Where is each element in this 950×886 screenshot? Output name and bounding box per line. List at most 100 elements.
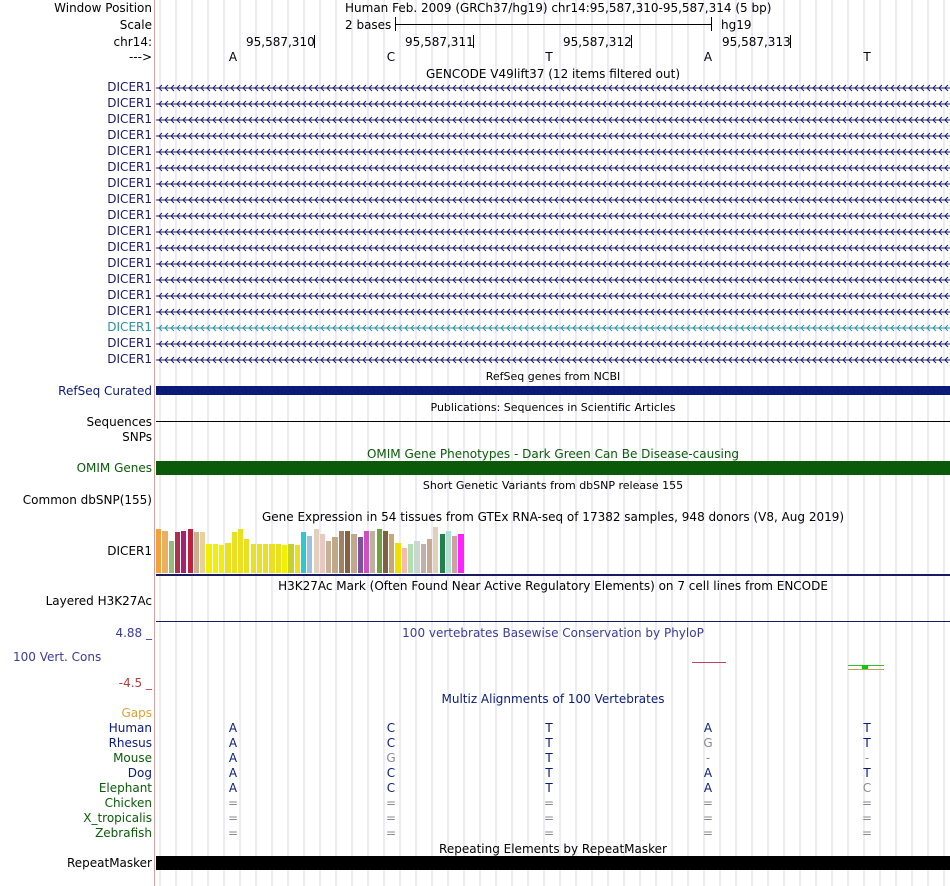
- gencode-item-label[interactable]: DICER1: [107, 224, 152, 238]
- phylop-title[interactable]: 100 vertebrates Basewise Conservation by…: [402, 626, 704, 640]
- gtex-tissue-bar[interactable]: [256, 544, 263, 573]
- gtex-tissue-bar[interactable]: [401, 547, 407, 573]
- gencode-item-label[interactable]: DICER1: [107, 288, 152, 302]
- gencode-transcript[interactable]: [156, 99, 950, 109]
- gencode-transcript[interactable]: [156, 195, 950, 205]
- gtex-tissue-bar[interactable]: [307, 536, 313, 573]
- gencode-item-label[interactable]: DICER1: [107, 144, 152, 158]
- gtex-label[interactable]: DICER1: [107, 544, 152, 558]
- gencode-transcript[interactable]: [156, 259, 950, 269]
- gencode-transcript[interactable]: [156, 115, 950, 125]
- gencode-transcript[interactable]: [156, 243, 950, 253]
- gtex-tissue-bar[interactable]: [370, 530, 376, 573]
- gtex-tissue-bar[interactable]: [174, 531, 181, 573]
- gtex-tissue-bar[interactable]: [426, 538, 433, 573]
- gtex-tissue-bar[interactable]: [225, 543, 231, 573]
- gtex-tissue-bar[interactable]: [319, 533, 326, 573]
- species-label[interactable]: X_tropicalis: [83, 811, 152, 825]
- refseq-feature[interactable]: [156, 386, 950, 395]
- species-label[interactable]: Dog: [127, 766, 152, 780]
- gencode-item-label[interactable]: DICER1: [107, 80, 152, 94]
- gtex-tissue-bar[interactable]: [452, 536, 458, 573]
- gencode-item-label[interactable]: DICER1: [107, 352, 152, 366]
- gtex-tissue-bar[interactable]: [382, 530, 389, 573]
- gencode-transcript[interactable]: [156, 323, 950, 333]
- gtex-tissue-bar[interactable]: [414, 540, 420, 573]
- gtex-tissue-bar[interactable]: [351, 533, 357, 573]
- gencode-transcript[interactable]: [156, 227, 950, 237]
- gtex-tissue-bar[interactable]: [275, 544, 281, 573]
- sequences-label[interactable]: Sequences: [86, 415, 152, 429]
- gtex-tissue-bar[interactable]: [206, 544, 212, 573]
- gencode-item-label[interactable]: DICER1: [107, 208, 152, 222]
- multiz-title[interactable]: Multiz Alignments of 100 Vertebrates: [441, 692, 665, 706]
- gencode-transcript[interactable]: [156, 83, 950, 93]
- gtex-tissue-bar[interactable]: [250, 544, 256, 573]
- refseq-label[interactable]: RefSeq Curated: [58, 384, 152, 398]
- gencode-transcript[interactable]: [156, 307, 950, 317]
- gencode-item-label[interactable]: DICER1: [107, 256, 152, 270]
- gtex-tissue-bar[interactable]: [269, 544, 275, 573]
- gencode-transcript[interactable]: [156, 131, 950, 141]
- gencode-item-label[interactable]: DICER1: [107, 272, 152, 286]
- gtex-tissue-bar[interactable]: [162, 530, 168, 573]
- gencode-transcript[interactable]: [156, 147, 950, 157]
- gtex-tissue-bar[interactable]: [439, 533, 445, 573]
- gencode-item-label[interactable]: DICER1: [107, 304, 152, 318]
- repeatmasker-label[interactable]: RepeatMasker: [66, 856, 152, 870]
- gtex-tissue-bar[interactable]: [288, 544, 294, 573]
- gtex-tissue-bar[interactable]: [408, 544, 414, 573]
- gencode-transcript[interactable]: [156, 275, 950, 285]
- species-label[interactable]: Rhesus: [108, 736, 152, 750]
- gtex-tissue-bar[interactable]: [168, 540, 174, 573]
- gencode-transcript[interactable]: [156, 179, 950, 189]
- gtex-tissue-bar[interactable]: [420, 544, 426, 573]
- gtex-tissue-bar[interactable]: [300, 531, 307, 573]
- gtex-tissue-bar[interactable]: [458, 533, 464, 573]
- snps-label[interactable]: SNPs: [122, 430, 152, 444]
- gaps-label[interactable]: Gaps: [121, 706, 152, 720]
- gtex-tissue-bar[interactable]: [313, 529, 319, 573]
- omim-feature[interactable]: [156, 461, 950, 475]
- gencode-item-label[interactable]: DICER1: [107, 336, 152, 350]
- gencode-item-label[interactable]: DICER1: [107, 320, 152, 334]
- gtex-tissue-bar[interactable]: [363, 530, 370, 573]
- gtex-tissue-bar[interactable]: [357, 537, 363, 573]
- species-label[interactable]: Chicken: [104, 796, 152, 810]
- gtex-tissue-bar[interactable]: [338, 530, 344, 573]
- gtex-tissue-bar[interactable]: [219, 545, 225, 573]
- gtex-tissue-bar[interactable]: [181, 530, 187, 573]
- gencode-item-label[interactable]: DICER1: [107, 96, 152, 110]
- repeatmasker-title[interactable]: Repeating Elements by RepeatMasker: [439, 842, 667, 856]
- species-label[interactable]: Mouse: [113, 751, 152, 765]
- gtex-tissue-bar[interactable]: [263, 544, 269, 573]
- gtex-tissue-bar[interactable]: [200, 531, 206, 573]
- gtex-tissue-bar[interactable]: [187, 529, 193, 573]
- dbsnp-title[interactable]: Short Genetic Variants from dbSNP releas…: [422, 479, 684, 492]
- repeatmasker-feature[interactable]: [156, 856, 950, 870]
- gtex-tissue-bar[interactable]: [445, 530, 452, 573]
- gtex-tissue-bar[interactable]: [395, 543, 401, 573]
- gtex-tissue-bar[interactable]: [433, 527, 439, 573]
- gencode-item-label[interactable]: DICER1: [107, 192, 152, 206]
- gtex-bars[interactable]: [156, 527, 556, 573]
- gtex-tissue-bar[interactable]: [231, 531, 237, 573]
- h3k27ac-label[interactable]: Layered H3K27Ac: [45, 594, 152, 608]
- species-label[interactable]: Zebrafish: [95, 826, 152, 840]
- gtex-tissue-bar[interactable]: [326, 540, 332, 573]
- gencode-item-label[interactable]: DICER1: [107, 176, 152, 190]
- refseq-title[interactable]: RefSeq genes from NCBI: [485, 370, 621, 383]
- gencode-item-label[interactable]: DICER1: [107, 160, 152, 174]
- omim-title[interactable]: OMIM Gene Phenotypes - Dark Green Can Be…: [366, 447, 740, 461]
- omim-label[interactable]: OMIM Genes: [76, 461, 152, 475]
- dbsnp-label[interactable]: Common dbSNP(155): [22, 493, 152, 507]
- gencode-title[interactable]: GENCODE V49lift37 (12 items filtered out…: [425, 67, 680, 81]
- gencode-item-label[interactable]: DICER1: [107, 128, 152, 142]
- gencode-item-label[interactable]: DICER1: [107, 112, 152, 126]
- gtex-tissue-bar[interactable]: [193, 531, 200, 573]
- gtex-tissue-bar[interactable]: [156, 529, 162, 573]
- gtex-title[interactable]: Gene Expression in 54 tissues from GTEx …: [261, 510, 845, 524]
- gencode-transcript[interactable]: [156, 163, 950, 173]
- gtex-tissue-bar[interactable]: [345, 530, 351, 573]
- gtex-tissue-bar[interactable]: [376, 529, 382, 573]
